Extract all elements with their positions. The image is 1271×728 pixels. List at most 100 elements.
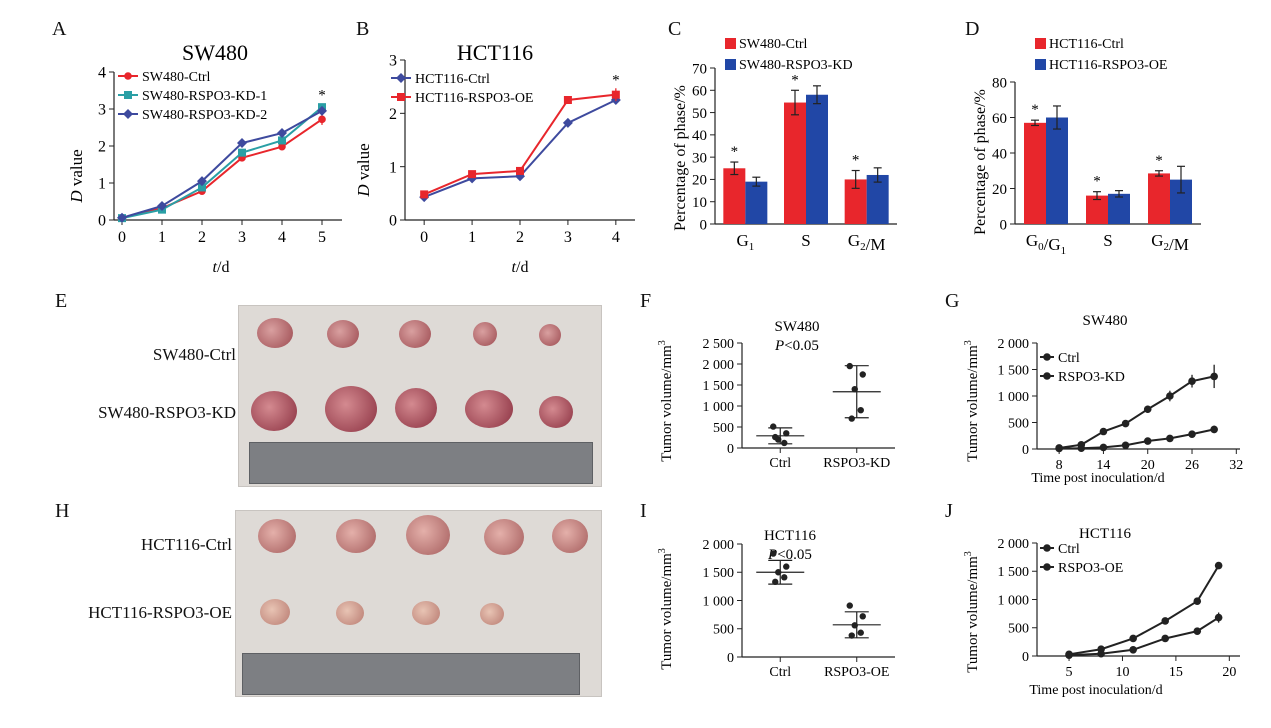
chart-j-point	[1214, 561, 1223, 570]
chart-i-x-tick-label: Ctrl	[769, 665, 791, 680]
chart-i-ylabel: Tumor volume/mm3	[657, 548, 675, 670]
chart-c-ylabel: Percentage of phase/%	[672, 85, 689, 231]
chart-b-x-tick-label: 3	[564, 229, 572, 246]
chart-g-x-tick-label: 14	[1096, 458, 1110, 473]
chart-a-x-tick-label: 2	[198, 229, 206, 246]
tumor-image	[484, 519, 524, 555]
chart-a-point	[237, 138, 247, 149]
chart-a-y-tick-label: 0	[98, 213, 106, 230]
chart-j-y-tick-label: 500	[1008, 622, 1029, 637]
tumor-image	[327, 320, 359, 348]
chart-c-category-label: S	[801, 231, 810, 250]
chart-d-significance-star: *	[1093, 174, 1101, 190]
tumor-image	[251, 391, 297, 431]
chart-g-point	[1166, 434, 1174, 443]
chart-c-y-tick-label: 60	[692, 84, 707, 100]
tumor-photo-hct116	[235, 510, 602, 697]
chart-i-y-tick-label: 1 500	[703, 566, 735, 581]
chart-g-y-tick-label: 0	[1022, 443, 1029, 458]
panel-letter-c: C	[668, 18, 682, 40]
chart-a-x-tick-label: 4	[278, 229, 286, 246]
chart-j-legend-marker	[1043, 544, 1051, 552]
chart-f-title: SW480	[775, 319, 820, 335]
tumor-image	[260, 599, 290, 625]
chart-c-y-tick-label: 30	[692, 150, 707, 166]
chart-c-significance-star: *	[852, 153, 860, 169]
chart-i-x-tick-label: RSPO3-OE	[824, 665, 889, 680]
chart-j-legend-label: Ctrl	[1058, 542, 1080, 557]
panel-letter-d: D	[965, 18, 980, 40]
photo-e-row-label-2: SW480-RSPO3-KD	[98, 403, 236, 422]
chart-a-point	[197, 176, 207, 187]
chart-j-point	[1161, 617, 1170, 625]
chart-f-y-tick-label: 1 000	[703, 400, 735, 415]
chart-c-bar	[806, 94, 828, 224]
chart-b-legend-label: HCT116-Ctrl	[415, 72, 490, 87]
chart-a-x-tick-label: 3	[238, 229, 246, 246]
chart-c-bar	[866, 174, 889, 224]
chart-d-y-tick-label: 0	[1000, 217, 1008, 233]
chart-b-point	[468, 170, 477, 179]
chart-b-title: HCT116	[457, 40, 533, 65]
chart-j-point	[1193, 627, 1202, 635]
chart-f-y-tick-label: 0	[727, 442, 734, 457]
chart-g-point	[1055, 444, 1063, 453]
chart-j-y-tick-label: 1 000	[998, 593, 1030, 608]
chart-b-xlabel: t/d	[512, 259, 529, 276]
chart-f-point	[857, 407, 864, 414]
chart-b-y-tick-label: 3	[389, 53, 397, 70]
chart-j-plot: 0 500 1 000 1 500 2 000 5 10 15 20 Ctrl RSPO3-OE	[998, 537, 1240, 680]
chart-c-y-tick-label: 50	[692, 106, 707, 122]
chart-a-legend-marker	[123, 109, 133, 119]
chart-c-y-tick-label: 70	[692, 61, 707, 77]
ruler-image	[242, 653, 580, 695]
chart-b: HCT116 D value t/d 0 1 2 3 0 1 2 3 4 * HCT116-Ctrl…	[355, 40, 635, 276]
chart-a-point	[238, 148, 246, 157]
chart-a-y-tick-label: 4	[98, 65, 106, 82]
chart-j-x-tick-label: 15	[1169, 665, 1183, 680]
chart-b-legend-marker	[396, 73, 406, 83]
chart-c-legend-label: SW480-RSPO3-KD	[739, 58, 853, 73]
chart-g-y-tick-label: 500	[1008, 416, 1029, 431]
chart-d-plot: 0 20 40 60 80 * G0/G1 * S * G2/M HCT116-Ctrl HCT116-…	[992, 37, 1201, 257]
chart-g-legend-marker	[1043, 372, 1051, 380]
chart-a-point	[278, 142, 286, 151]
chart-a-x-tick-label: 0	[118, 229, 126, 246]
chart-d-legend-swatch	[1035, 59, 1046, 70]
chart-g-title: SW480	[1083, 313, 1128, 329]
chart-b-x-tick-label: 1	[468, 229, 476, 246]
photo-h-row-label-1: HCT116-Ctrl	[141, 535, 232, 554]
chart-d-legend-label: HCT116-Ctrl	[1049, 37, 1124, 52]
panel-letter-g: G	[945, 290, 960, 312]
chart-g-legend-label: Ctrl	[1058, 351, 1080, 366]
chart-f-point	[770, 423, 777, 430]
chart-g-point	[1166, 392, 1174, 400]
chart-a-significance-star: *	[318, 87, 326, 103]
tumor-image	[412, 601, 440, 625]
chart-b-legend-label: HCT116-RSPO3-OE	[415, 91, 534, 106]
tumor-image	[552, 519, 588, 553]
chart-c-y-tick-label: 10	[692, 195, 707, 211]
chart-a-legend-label: SW480-Ctrl	[142, 70, 211, 85]
chart-d-category-label: G0/G1	[1026, 231, 1066, 257]
chart-j-title: HCT116	[1079, 526, 1131, 542]
chart-f-point	[781, 439, 788, 447]
chart-j-point	[1065, 651, 1073, 659]
chart-c-legend-swatch	[725, 59, 736, 70]
panel-letter-h: H	[55, 500, 70, 522]
chart-d-legend-label: HCT116-RSPO3-OE	[1049, 58, 1168, 73]
chart-a-legend-marker	[124, 72, 132, 80]
chart-g-point	[1077, 444, 1086, 453]
tumor-image	[258, 519, 296, 553]
chart-j-series-line	[1068, 565, 1220, 656]
chart-a-y-tick-label: 3	[98, 102, 106, 119]
chart-c-plot: 0 10 20 30 40 50 60 70 * G1 * S * G2/M SW480-Ctrl SW480…	[692, 37, 897, 254]
chart-b-plot: 0 1 2 3 0 1 2 3 4 * HCT116-Ctrl HCT116-RSPO3-OE	[389, 53, 635, 246]
chart-g: SW480 Tumor volume/mm3 Time post inocula…	[963, 313, 1244, 486]
chart-g-point	[1099, 427, 1108, 436]
chart-c-bar	[784, 102, 806, 224]
chart-d-y-tick-label: 40	[992, 146, 1007, 162]
chart-a-x-tick-label: 5	[318, 229, 326, 246]
chart-c-y-tick-label: 40	[692, 128, 707, 144]
chart-g-plot: 0 500 1 000 1 500 2 000 8 14 20 26 32 Ctrl RSPO3-KD	[998, 337, 1244, 473]
